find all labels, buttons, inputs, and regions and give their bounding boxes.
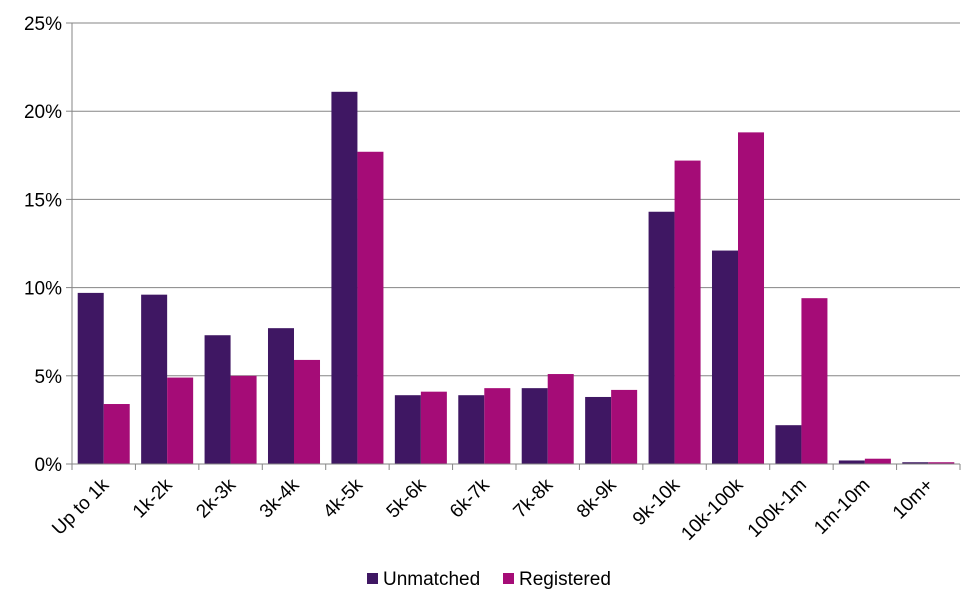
legend-swatch-registered [503,573,514,584]
bar-registered [547,374,574,464]
x-tick-label: 100k-1m [744,475,811,542]
x-tick-label: 5k-6k [383,474,431,522]
y-tick-label: 0% [35,455,63,476]
y-tick-label: 20% [24,102,62,123]
x-tick-label: 10m+ [889,475,938,524]
bar-registered [420,391,447,464]
x-tick-label: 6k-7k [446,474,494,522]
bar-registered [928,462,955,464]
bar-unmatched [775,425,802,464]
legend-label-unmatched: Unmatched [383,569,480,590]
x-tick-label: 1m-10m [810,475,874,539]
legend-label-registered: Registered [519,569,611,590]
x-tick-label: Up to 1k [48,474,113,539]
x-tick-label: 8k-9k [573,474,621,522]
bar-unmatched [648,211,675,464]
legend: Unmatched Registered [367,569,611,590]
x-tick-label: 10k-100k [677,474,747,544]
x-tick-label: 7k-8k [510,474,558,522]
bar-unmatched [521,388,548,464]
bar-unmatched [267,328,294,464]
bar-registered [103,404,130,464]
y-tick-label: 5% [35,367,63,388]
y-tick-labels: 0% 5% 10% 15% 20% 25% [24,14,62,476]
bar-unmatched [394,395,421,464]
bar-registered [230,375,257,464]
bar-unmatched [458,395,485,464]
y-tick-label: 25% [24,14,62,35]
y-tick-label: 15% [24,190,62,211]
bar-registered [167,377,194,464]
bar-registered [674,160,701,464]
y-tick-label: 10% [24,279,62,300]
bar-registered [801,298,828,464]
x-tick-label: 1k-2k [129,474,177,522]
bar-unmatched [711,250,738,464]
bars [77,91,955,465]
bar-unmatched [585,396,612,464]
bar-registered [611,389,638,464]
bar-unmatched [902,462,929,464]
x-tick-label: 4k-5k [319,474,367,522]
bar-registered [864,458,891,464]
bar-registered [357,151,384,464]
bar-unmatched [77,292,104,464]
bar-unmatched [141,294,168,464]
bar-unmatched [838,460,865,464]
bar-registered [294,359,321,464]
bar-unmatched [204,335,231,464]
bar-registered [484,388,511,464]
axes [66,22,961,470]
bar-unmatched [331,91,358,465]
x-tick-label: 3k-4k [256,474,304,522]
x-tick-label: 2k-3k [192,474,240,522]
x-tick-label: 9k-10k [629,474,685,530]
legend-swatch-unmatched [367,573,378,584]
x-tick-labels: Up to 1k 1k-2k 2k-3k 3k-4k 4k-5k 5k-6k 6k-7k 7k… [48,474,937,544]
bar-registered [738,132,765,464]
